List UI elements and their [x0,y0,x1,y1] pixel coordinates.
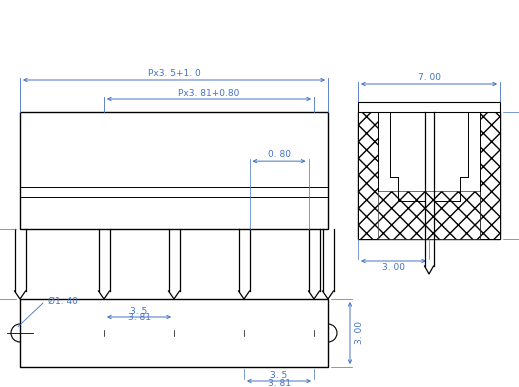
Text: 0. 80: 0. 80 [267,150,291,159]
Bar [358,102,500,112]
Text: 3. 5: 3. 5 [270,372,288,380]
Bar [480,112,500,239]
Text: 3. 5: 3. 5 [130,307,147,315]
Text: Px3. 81+0.80: Px3. 81+0.80 [179,89,240,99]
Text: 7. 00: 7. 00 [417,72,441,82]
Bar [20,112,328,229]
Bar [378,191,480,239]
Bar [378,112,480,239]
Text: 3. 81: 3. 81 [128,313,151,322]
Bar [20,299,328,367]
Text: Px3. 5+1. 0: Px3. 5+1. 0 [147,68,200,77]
Bar [358,112,378,239]
Text: 3. 00: 3. 00 [354,322,363,344]
Bar [358,112,500,239]
Text: Ø1. 40: Ø1. 40 [48,296,78,305]
Text: 3. 81: 3. 81 [267,378,291,387]
Text: 3. 00: 3. 00 [382,264,405,272]
